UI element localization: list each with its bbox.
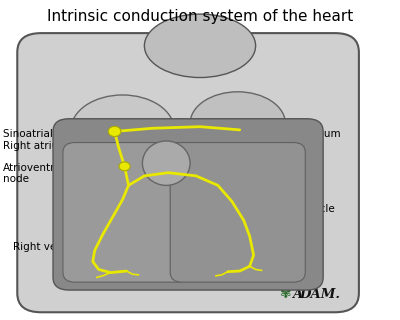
Text: Atrioventricular
node: Atrioventricular node (3, 163, 121, 184)
Ellipse shape (142, 141, 190, 185)
Text: Right ventricle: Right ventricle (13, 228, 106, 252)
FancyBboxPatch shape (170, 142, 305, 282)
FancyBboxPatch shape (53, 119, 323, 290)
Text: DAM.: DAM. (299, 288, 340, 301)
Text: Intrinsic conduction system of the heart: Intrinsic conduction system of the heart (47, 9, 353, 24)
Text: Left
ventricle: Left ventricle (250, 192, 335, 214)
FancyBboxPatch shape (63, 142, 190, 282)
Ellipse shape (190, 92, 286, 155)
Circle shape (119, 162, 130, 171)
Text: A: A (292, 288, 302, 301)
Text: Right atrium: Right atrium (3, 141, 100, 151)
Circle shape (108, 126, 121, 137)
FancyBboxPatch shape (17, 33, 359, 312)
Ellipse shape (71, 95, 174, 165)
Text: ✾: ✾ (280, 287, 291, 301)
Text: Sinoatrial node: Sinoatrial node (3, 129, 111, 139)
Ellipse shape (144, 14, 256, 77)
Text: Left atrium: Left atrium (240, 124, 341, 139)
